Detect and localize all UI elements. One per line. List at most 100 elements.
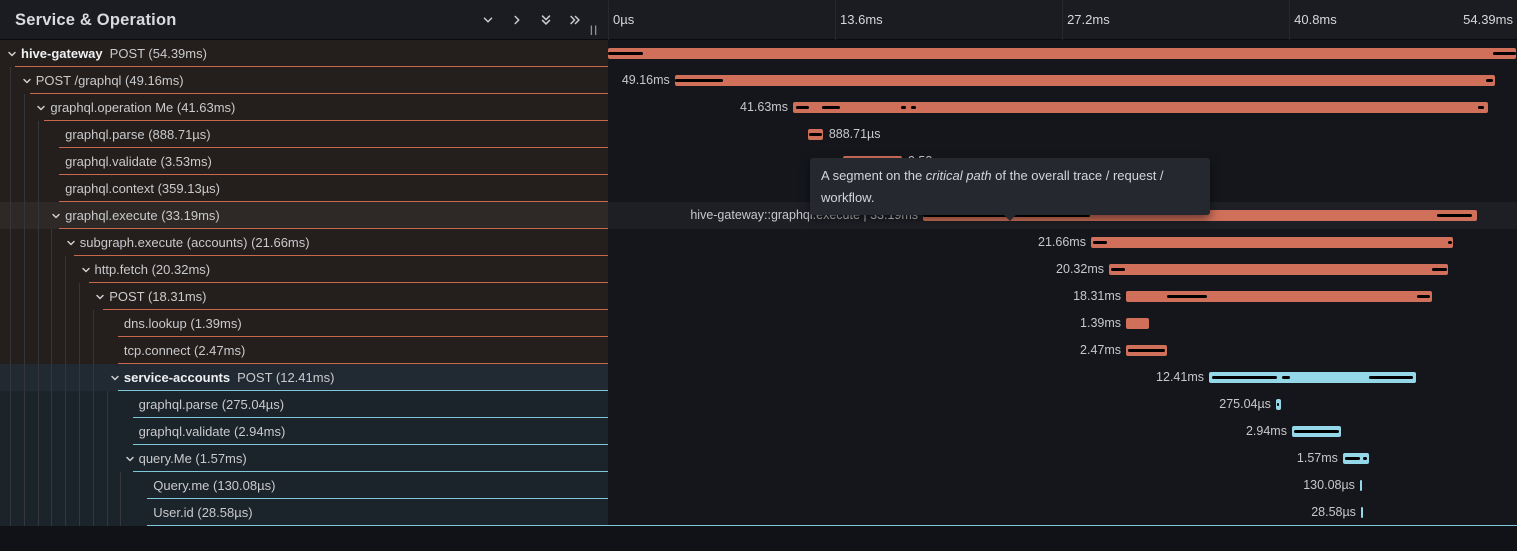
span-bar[interactable] (1291, 426, 1342, 437)
span-bar[interactable] (1126, 345, 1168, 356)
span-bar[interactable] (608, 48, 1516, 59)
critical-path-segment (1282, 376, 1290, 379)
span-row-label-cell[interactable]: graphql.operation Me (41.63ms) (0, 94, 608, 121)
span-duration-label: 28.58µs (1311, 505, 1356, 519)
tooltip-text-suffix: of the overall trace / request / workflo… (821, 168, 1164, 205)
span-row-label-cell[interactable]: subgraph.execute (accounts) (21.66ms) (0, 229, 608, 256)
critical-path-segment (1416, 295, 1430, 298)
tree-indent-guide (92, 310, 94, 337)
row-border (73, 255, 608, 256)
span-row-label-cell[interactable]: dns.lookup (1.39ms) (0, 310, 608, 337)
span-bar[interactable] (1090, 237, 1453, 248)
collapse-chevron-icon[interactable] (94, 290, 107, 303)
span-row-label-cell[interactable]: User.id (28.58µs) (0, 499, 608, 526)
tree-indent-guide (92, 445, 94, 472)
span-name: dns.lookup (1.39ms) (124, 310, 242, 337)
span-bar[interactable] (1342, 453, 1370, 464)
span-bar[interactable] (674, 75, 1496, 86)
critical-path-segment (1212, 376, 1277, 379)
span-row-label-cell[interactable]: POST (18.31ms) (0, 283, 608, 310)
row-border (132, 444, 608, 445)
chevron-down-icon[interactable] (474, 8, 501, 32)
critical-path-segment (1369, 376, 1414, 379)
span-row: graphql.execute (33.19ms) hive-gateway::g… (0, 202, 1517, 229)
span-row-label-cell[interactable]: query.Me (1.57ms) (0, 445, 608, 472)
span-row-label-cell[interactable]: hive-gateway POST (54.39ms) (0, 40, 608, 67)
span-row-label-cell[interactable]: tcp.connect (2.47ms) (0, 337, 608, 364)
span-name: http.fetch (20.32ms) (95, 256, 211, 283)
span-bar[interactable] (1359, 480, 1363, 491)
tree-indent-guide (65, 391, 67, 418)
span-bar[interactable] (1360, 507, 1363, 518)
span-row-label-cell[interactable]: graphql.execute (33.19ms) (0, 202, 608, 229)
tree-indent-guide (10, 148, 11, 175)
tree-indent-guide (10, 121, 11, 148)
chevron-right-icon[interactable] (503, 8, 530, 32)
span-row-timeline-cell: 130.08µs (608, 472, 1517, 499)
critical-path-segment (608, 52, 643, 55)
span-bar[interactable] (1208, 372, 1417, 383)
span-row-label-cell[interactable]: graphql.context (359.13µs) (0, 175, 608, 202)
critical-path-segment (674, 79, 724, 82)
collapse-chevron-icon[interactable] (35, 101, 48, 114)
span-row-label-cell[interactable]: graphql.validate (2.94ms) (0, 418, 608, 445)
axis-tick-label: 0µs (613, 12, 635, 27)
operation-name: tcp.connect (2.47ms) (123, 343, 246, 358)
span-duration-label: 41.63ms (740, 100, 788, 114)
span-bar[interactable] (1126, 318, 1150, 329)
tree-indent-guide (51, 337, 53, 364)
tooltip-emphasis: critical path (925, 168, 992, 183)
span-duration-label: 275.04µs (1219, 397, 1271, 411)
span-name: POST /graphql (49.16ms) (36, 67, 184, 94)
span-row-label-cell[interactable]: POST /graphql (49.16ms) (0, 67, 608, 94)
double-chevron-down-icon[interactable] (532, 8, 559, 32)
collapse-chevron-icon[interactable] (109, 371, 122, 384)
operation-name: POST (12.41ms) (237, 370, 335, 385)
span-row-label-cell[interactable]: Query.me (130.08µs) (0, 472, 608, 499)
collapse-chevron-icon[interactable] (65, 236, 78, 249)
tree-indent-guide (79, 310, 80, 337)
span-row: POST /graphql (49.16ms) 49.16ms (0, 67, 1517, 94)
span-row-timeline-cell: 41.63ms (608, 94, 1517, 121)
span-name: query.Me (1.57ms) (139, 445, 247, 472)
tree-indent-guide (23, 445, 25, 472)
span-row-label-cell[interactable]: service-accounts POST (12.41ms) (0, 364, 608, 391)
collapse-chevron-icon[interactable] (124, 452, 137, 465)
tree-indent-guide (10, 283, 11, 310)
tree-indent-guide (23, 256, 25, 283)
tree-indent-guide (37, 337, 39, 364)
double-chevron-right-icon[interactable] (561, 8, 588, 32)
panel-resize-handle[interactable]: || (590, 25, 599, 36)
row-border (132, 417, 608, 418)
operation-name: User.id (28.58µs) (153, 505, 253, 520)
span-row-label-cell[interactable]: graphql.parse (888.71µs) (0, 121, 608, 148)
critical-path-segment (1432, 268, 1448, 271)
span-bar[interactable] (1126, 291, 1432, 302)
span-row-timeline-cell: 20.32ms (608, 256, 1517, 283)
collapse-chevron-icon[interactable] (6, 47, 19, 60)
collapse-chevron-icon[interactable] (21, 74, 34, 87)
span-name: service-accounts POST (12.41ms) (124, 364, 335, 391)
span-row-label-cell[interactable]: graphql.validate (3.53ms) (0, 148, 608, 175)
collapse-chevron-icon[interactable] (50, 209, 63, 222)
tree-indent-guide (10, 337, 11, 364)
span-row-timeline-cell: 49.16ms (608, 67, 1517, 94)
tree-indent-guide (37, 364, 39, 391)
collapse-chevron-icon[interactable] (80, 263, 93, 276)
span-row-label-cell[interactable]: graphql.parse (275.04µs) (0, 391, 608, 418)
span-row: tcp.connect (2.47ms) 2.47ms (0, 337, 1517, 364)
operation-name: graphql.parse (275.04µs) (138, 397, 285, 412)
operation-name: POST (54.39ms) (109, 46, 207, 61)
span-bar[interactable] (792, 102, 1488, 113)
span-row: service-accounts POST (12.41ms) 12.41ms (0, 364, 1517, 391)
span-name: graphql.operation Me (41.63ms) (50, 94, 235, 121)
critical-path-segment (1477, 106, 1484, 109)
span-bar[interactable] (1108, 264, 1449, 275)
span-bar[interactable] (1275, 399, 1281, 410)
span-duration-label: 18.31ms (1073, 289, 1122, 303)
span-row-timeline-cell: 28.58µs (608, 499, 1517, 526)
span-row-timeline-cell: 18.31ms (608, 283, 1517, 310)
span-row-label-cell[interactable]: http.fetch (20.32ms) (0, 256, 608, 283)
axis-tick-label: 13.6ms (840, 12, 883, 27)
span-bar[interactable] (807, 129, 823, 140)
